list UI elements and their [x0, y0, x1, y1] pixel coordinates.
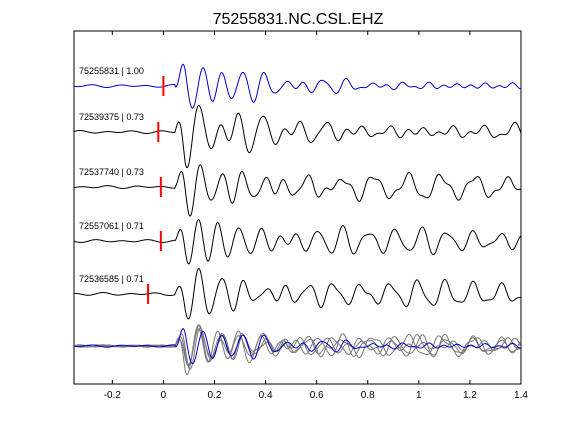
plot-area-frame: [73, 30, 522, 385]
trace-label-72536585: 72536585 | 0.71: [79, 274, 144, 284]
overlay-stack: [73, 324, 522, 376]
trace-label-75255831: 75255831 | 1.00: [79, 66, 144, 76]
x-axis: -0.2 0 0.2 0.4 0.6 0.8 1 1.2 1.4: [104, 31, 528, 401]
x-tick-label: 0.8: [361, 390, 375, 401]
x-tick-label: 0.2: [208, 390, 222, 401]
waveform-traces: 75255831 | 1.00 72539375 | 0.73 72537740 |…: [73, 63, 522, 320]
trace-line-72537740: [73, 164, 522, 217]
overlay-trace-72557061: [73, 328, 522, 365]
trace-label-72557061: 72557061 | 0.71: [79, 221, 144, 231]
x-tick-label: 1: [416, 390, 422, 401]
trace-line-75255831: [73, 63, 522, 109]
trace-line-72539375: [73, 104, 522, 169]
x-tick-label: 1.2: [463, 390, 477, 401]
chart-title: 75255831.NC.CSL.EHZ: [213, 11, 384, 28]
trace-label-72537740: 72537740 | 0.73: [79, 167, 144, 177]
trace-label-72539375: 72539375 | 0.73: [79, 112, 144, 122]
x-tick-label: 0: [161, 390, 167, 401]
overlay-trace-72537740: [73, 327, 522, 370]
x-tick-label: -0.2: [104, 390, 122, 401]
x-tick-label: 0.6: [310, 390, 324, 401]
trace-line-72557061: [73, 219, 522, 265]
overlay-trace-75255831: [73, 328, 522, 365]
x-tick-label: 0.4: [259, 390, 273, 401]
x-tick-label: 1.4: [514, 390, 528, 401]
overlay-trace-72539375: [73, 324, 522, 376]
